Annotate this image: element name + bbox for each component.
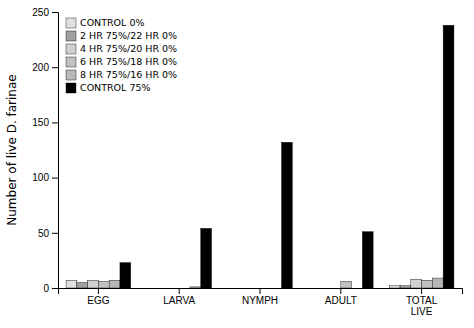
bar [260, 288, 271, 289]
bar [98, 281, 109, 288]
bar [238, 288, 249, 289]
tick-mark [260, 288, 261, 294]
tick-mark [340, 288, 341, 294]
bar [88, 280, 99, 288]
bar [308, 288, 319, 289]
tick-label: 250 [32, 7, 49, 18]
tick: TOTALLIVE [406, 288, 438, 317]
bar [158, 288, 169, 289]
axis-line [59, 289, 463, 295]
tick-label: 0 [43, 283, 49, 294]
legend-swatch [66, 83, 76, 93]
bar [282, 142, 293, 288]
legend-item: 2 HR 75%/22 HR 0% [66, 30, 177, 41]
bar [422, 280, 433, 288]
legend-label: 6 HR 75%/18 HR 0% [80, 56, 177, 67]
legend-label: 2 HR 75%/22 HR 0% [80, 30, 177, 41]
tick-label: TOTALLIVE [406, 295, 438, 317]
tick-label: 100 [32, 172, 49, 183]
legend-swatch [66, 44, 76, 54]
bar [77, 282, 88, 288]
plot: 0 50 100 150 200 250 EGG LARVA NYMPH ADULT TOTALLI… [32, 7, 462, 317]
legend-label: CONTROL 0% [80, 17, 144, 28]
tick-label-line: EGG [87, 295, 109, 306]
bar [341, 281, 352, 288]
tick: 50 [38, 228, 58, 239]
legend-swatch [66, 31, 76, 41]
legend-swatch [66, 18, 76, 28]
tick-mark [52, 233, 58, 234]
tick: 200 [32, 62, 58, 73]
series [109, 278, 443, 288]
chart: 0 50 100 150 200 250 EGG LARVA NYMPH ADULT TOTALLI… [0, 0, 474, 328]
bar [319, 288, 330, 289]
tick-mark [98, 288, 99, 294]
tick-label-line: NYMPH [242, 295, 278, 306]
bar [411, 279, 422, 288]
bars [66, 25, 454, 288]
x-axis: EGG LARVA NYMPH ADULT TOTALLIVE [59, 288, 463, 317]
tick-label-line: LARVA [163, 295, 195, 306]
legend-label: 4 HR 75%/20 HR 0% [80, 43, 177, 54]
bar [228, 288, 239, 289]
legend-swatch [66, 70, 76, 80]
legend-item: 6 HR 75%/18 HR 0% [66, 56, 177, 67]
tick-mark [179, 288, 180, 294]
bar [201, 228, 212, 288]
tick-mark [52, 178, 58, 179]
bar [66, 280, 77, 288]
bar [432, 278, 443, 288]
tick-mark [421, 288, 422, 294]
tick: NYMPH [242, 288, 278, 306]
tick-label: EGG [87, 295, 109, 306]
bar [362, 232, 373, 288]
bar [271, 288, 282, 289]
legend: CONTROL 0% 2 HR 75%/22 HR 0% 4 HR 75%/20 H… [66, 17, 177, 93]
tick: 0 [43, 283, 58, 294]
bar [443, 25, 454, 288]
tick-label-line: ADULT [325, 295, 357, 306]
bar [120, 263, 131, 288]
axis-line [52, 13, 59, 289]
tick-label: ADULT [325, 295, 357, 306]
legend-label: 8 HR 75%/16 HR 0% [80, 69, 177, 80]
tick-label-line: LIVE [411, 306, 433, 317]
y-axis: 0 50 100 150 200 250 [32, 7, 58, 294]
legend-item: CONTROL 75% [66, 82, 151, 93]
tick: 100 [32, 172, 58, 183]
tick-label: 150 [32, 117, 49, 128]
series [66, 280, 400, 288]
legend-swatch [66, 57, 76, 67]
bar [249, 288, 260, 289]
tick-mark [52, 288, 58, 289]
bar [190, 287, 201, 288]
legend-item: 8 HR 75%/16 HR 0% [66, 69, 177, 80]
legend-item: 4 HR 75%/20 HR 0% [66, 43, 177, 54]
tick-label: LARVA [163, 295, 195, 306]
bar [330, 288, 341, 289]
bar [389, 286, 400, 288]
y-axis-title: Number of live D. farinae [5, 74, 19, 225]
tick-mark [52, 122, 58, 123]
tick-mark [52, 12, 58, 13]
bar [168, 288, 179, 289]
bar [179, 288, 190, 289]
bar [147, 288, 158, 289]
tick-label: 200 [32, 62, 49, 73]
tick-label-line: TOTAL [406, 295, 438, 306]
tick-label: NYMPH [242, 295, 278, 306]
tick: 150 [32, 117, 58, 128]
series [98, 280, 432, 288]
tick: 250 [32, 7, 58, 18]
legend-label: CONTROL 75% [80, 82, 151, 93]
tick-mark [52, 67, 58, 68]
tick-label: 50 [38, 228, 50, 239]
tick: ADULT [325, 288, 357, 306]
legend-item: CONTROL 0% [66, 17, 144, 28]
bar [352, 288, 363, 289]
tick: EGG [87, 288, 109, 306]
bar [400, 286, 411, 288]
tick: LARVA [163, 288, 195, 306]
bar [109, 280, 120, 288]
